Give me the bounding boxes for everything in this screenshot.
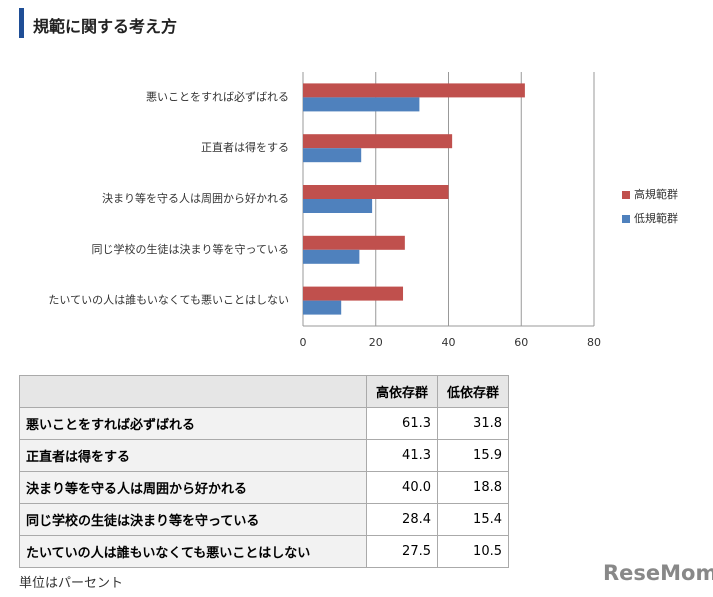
legend-swatch (622, 191, 630, 199)
column-header: 高依存群 (366, 375, 438, 408)
y-tick-label: 同じ学校の生徒は決まり等を守っている (92, 242, 289, 256)
table-value: 18.8 (437, 471, 509, 504)
table-row: 悪いことをすれば必ずばれる 61.3 31.8 (19, 407, 509, 440)
x-tick-label: 20 (369, 336, 383, 349)
bar (303, 300, 342, 315)
legend-label: 高規範群 (634, 187, 678, 201)
table-value: 41.3 (366, 439, 438, 472)
data-table: 高依存群 低依存群 悪いことをすれば必ずばれる 61.3 31.8 正直者は得をする 41.… (19, 375, 509, 568)
table-value: 15.9 (437, 439, 509, 472)
legend-label: 低規範群 (634, 211, 678, 225)
bar (303, 235, 405, 250)
column-header: 低依存群 (437, 375, 509, 408)
chart: 0 20 40 60 80 悪いことをすれば必ずばれる正直者は得をする決まり等を守る人は周… (48, 72, 678, 349)
table-value: 10.5 (437, 535, 509, 568)
table-value: 27.5 (366, 535, 438, 568)
bar (303, 148, 362, 163)
table-value: 15.4 (437, 503, 509, 536)
title-accent (19, 8, 24, 38)
row-label: 悪いことをすれば必ずばれる (19, 407, 367, 440)
y-tick-label: たいていの人は誰もいなくても悪いことはしない (48, 293, 289, 307)
legend-swatch (622, 215, 630, 223)
table-row: 決まり等を守る人は周囲から好かれる 40.0 18.8 (19, 471, 509, 504)
table-value: 40.0 (366, 471, 438, 504)
table-corner (19, 375, 367, 408)
chart-title: 規範に関する考え方 (33, 17, 178, 36)
y-tick-label: 決まり等を守る人は周囲から好かれる (102, 191, 289, 205)
y-tick-label: 悪いことをすれば必ずばれる (146, 90, 289, 103)
x-tick-label: 0 (300, 336, 307, 349)
y-tick-label: 正直者は得をする (201, 140, 289, 154)
table-value: 28.4 (366, 503, 438, 536)
brand-logo: ReseMom (603, 561, 713, 585)
table-row: 正直者は得をする 41.3 15.9 (19, 439, 509, 472)
x-tick-label: 40 (442, 336, 456, 349)
bar (303, 286, 404, 301)
bar (303, 83, 525, 98)
bar (303, 185, 449, 199)
x-tick-label: 80 (587, 336, 601, 349)
row-label: 同じ学校の生徒は決まり等を守っている (19, 503, 367, 536)
table-header: 高依存群 低依存群 (19, 375, 509, 408)
x-tick-label: 60 (514, 336, 528, 349)
bar (303, 97, 420, 112)
bar (303, 249, 360, 264)
table-value: 61.3 (366, 407, 438, 440)
row-label: たいていの人は誰もいなくても悪いことはしない (19, 535, 367, 568)
row-label: 決まり等を守る人は周囲から好かれる (19, 471, 367, 504)
bar (303, 134, 453, 149)
bar (303, 199, 373, 213)
table-value: 31.8 (437, 407, 509, 440)
table-row: たいていの人は誰もいなくても悪いことはしない 27.5 10.5 (19, 535, 509, 568)
table-row: 同じ学校の生徒は決まり等を守っている 28.4 15.4 (19, 503, 509, 536)
row-label: 正直者は得をする (19, 439, 367, 472)
footnote: 単位はパーセント (19, 576, 124, 591)
